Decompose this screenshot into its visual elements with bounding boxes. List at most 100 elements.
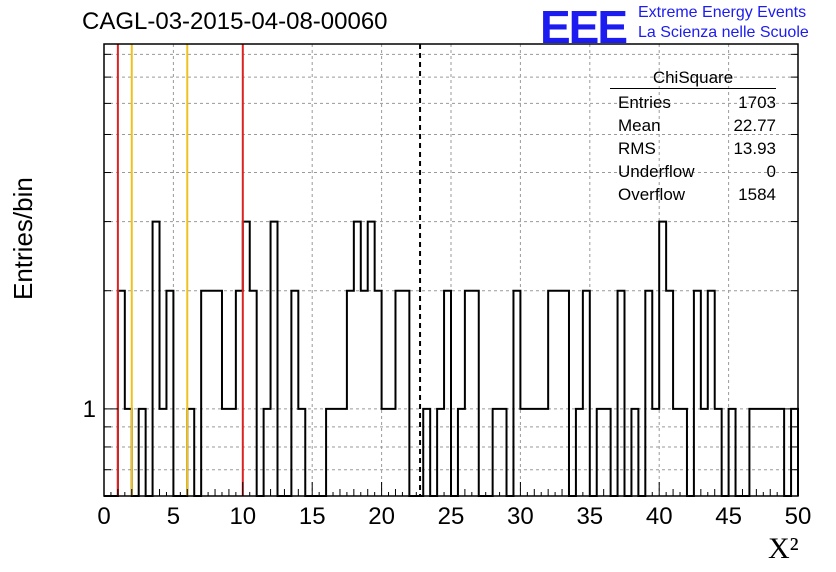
stats-row-overflow: Overflow 1584 xyxy=(610,183,776,206)
histogram-bin xyxy=(333,409,340,496)
histogram-bin xyxy=(645,291,652,496)
histogram-bin xyxy=(659,222,666,496)
x-tick-label: 20 xyxy=(368,503,395,530)
histogram-bin xyxy=(666,291,673,496)
histogram-bin xyxy=(354,222,361,496)
stats-row-entries: Entries 1703 xyxy=(610,91,776,114)
histogram-bin xyxy=(395,291,402,496)
x-tick-label: 25 xyxy=(438,503,465,530)
histogram-bin xyxy=(555,291,562,496)
histogram-bin xyxy=(243,222,250,496)
histogram-bin xyxy=(493,409,500,496)
x-tick-label: 10 xyxy=(229,503,256,530)
histogram-bin xyxy=(250,291,257,496)
stats-row-underflow: Underflow 0 xyxy=(610,160,776,183)
y-axis-label: Entries/bin xyxy=(8,177,38,300)
histogram-bin xyxy=(694,291,701,496)
histogram-bin xyxy=(402,291,409,496)
histogram-bin xyxy=(520,409,527,496)
histogram-bin xyxy=(153,222,160,496)
histogram-bin xyxy=(715,409,722,496)
x-axis-label: X² xyxy=(768,532,799,565)
x-tick-label: 40 xyxy=(646,503,673,530)
stats-label: Mean xyxy=(618,116,661,135)
histogram-bin xyxy=(187,409,194,496)
histogram-bin xyxy=(382,409,389,496)
histogram-bin xyxy=(763,409,770,496)
stats-box: ChiSquare Entries 1703 Mean 22.77 RMS 13… xyxy=(610,68,776,206)
stats-value: 22.77 xyxy=(733,116,776,135)
histogram-bin xyxy=(465,291,472,496)
stats-value: 1703 xyxy=(738,93,776,112)
histogram-bin xyxy=(729,409,736,496)
histogram-bin xyxy=(583,291,590,496)
histogram-bin xyxy=(534,409,541,496)
histogram-bin xyxy=(513,291,520,496)
stats-label: Overflow xyxy=(618,185,686,204)
histogram-bin xyxy=(770,409,777,496)
stats-value: 1584 xyxy=(738,185,776,204)
histogram-bin xyxy=(340,409,347,496)
histogram-bin xyxy=(777,409,784,496)
stats-label: RMS xyxy=(618,139,656,158)
stats-label: Underflow xyxy=(618,162,695,181)
histogram-bin xyxy=(437,409,444,496)
stats-row-rms: RMS 13.93 xyxy=(610,137,776,160)
histogram-bin xyxy=(264,409,271,496)
histogram-bin xyxy=(631,409,638,496)
histogram-bin xyxy=(208,291,215,496)
histogram-bin xyxy=(201,291,208,496)
x-tick-label: 30 xyxy=(507,503,534,530)
histogram-bin xyxy=(375,291,382,496)
histogram-bin xyxy=(139,409,146,496)
histogram-bin xyxy=(541,409,548,496)
stats-value: 0 xyxy=(766,162,776,181)
histogram-steps xyxy=(104,220,799,497)
logo-line-2: La Scienza nelle Scuole xyxy=(638,24,809,41)
logo-line-1: Extreme Energy Events xyxy=(638,4,807,21)
histogram-bin xyxy=(291,291,298,496)
y-tick-label: 1 xyxy=(83,396,96,423)
histogram-bin xyxy=(472,291,479,496)
histogram-bin xyxy=(326,409,333,496)
histogram-bin xyxy=(298,409,305,496)
chart-title: CAGL-03-2015-04-08-00060 xyxy=(82,8,388,35)
histogram-bin xyxy=(222,409,229,496)
histogram-bin xyxy=(701,409,708,496)
histogram-bin xyxy=(652,409,659,496)
x-tick-label: 35 xyxy=(576,503,603,530)
histogram-bin xyxy=(347,291,354,496)
eee-logo: EEE xyxy=(540,1,628,53)
histogram-bin xyxy=(271,222,278,496)
x-tick-label: 0 xyxy=(97,503,110,530)
histogram-bin xyxy=(423,409,430,496)
histogram-bin xyxy=(125,409,132,496)
histogram-bin xyxy=(361,291,368,496)
histogram-bin xyxy=(458,409,465,496)
histogram-bin xyxy=(604,409,611,496)
histogram-bin xyxy=(673,409,680,496)
x-tick-label: 5 xyxy=(167,503,180,530)
histogram-bin xyxy=(548,291,555,496)
histogram-bin xyxy=(597,409,604,496)
stats-row-mean: Mean 22.77 xyxy=(610,114,776,137)
histogram-bin xyxy=(680,409,687,496)
histogram-bin xyxy=(166,291,173,496)
histogram-bin xyxy=(118,291,125,496)
histogram-bin xyxy=(500,409,507,496)
histogram-bin xyxy=(368,222,375,496)
histogram-bin xyxy=(562,291,569,496)
histogram-bin xyxy=(749,409,756,496)
x-tick-label: 50 xyxy=(785,503,812,530)
stats-label: Entries xyxy=(618,93,671,112)
histogram-bin xyxy=(444,291,451,496)
histogram-bin xyxy=(756,409,763,496)
histogram-bin xyxy=(708,291,715,496)
histogram-bin xyxy=(229,409,236,496)
histogram-bin xyxy=(618,291,625,496)
histogram-bin xyxy=(236,291,243,496)
histogram-bin xyxy=(160,409,167,496)
histogram-bin xyxy=(389,409,396,496)
x-tick-label: 45 xyxy=(715,503,742,530)
